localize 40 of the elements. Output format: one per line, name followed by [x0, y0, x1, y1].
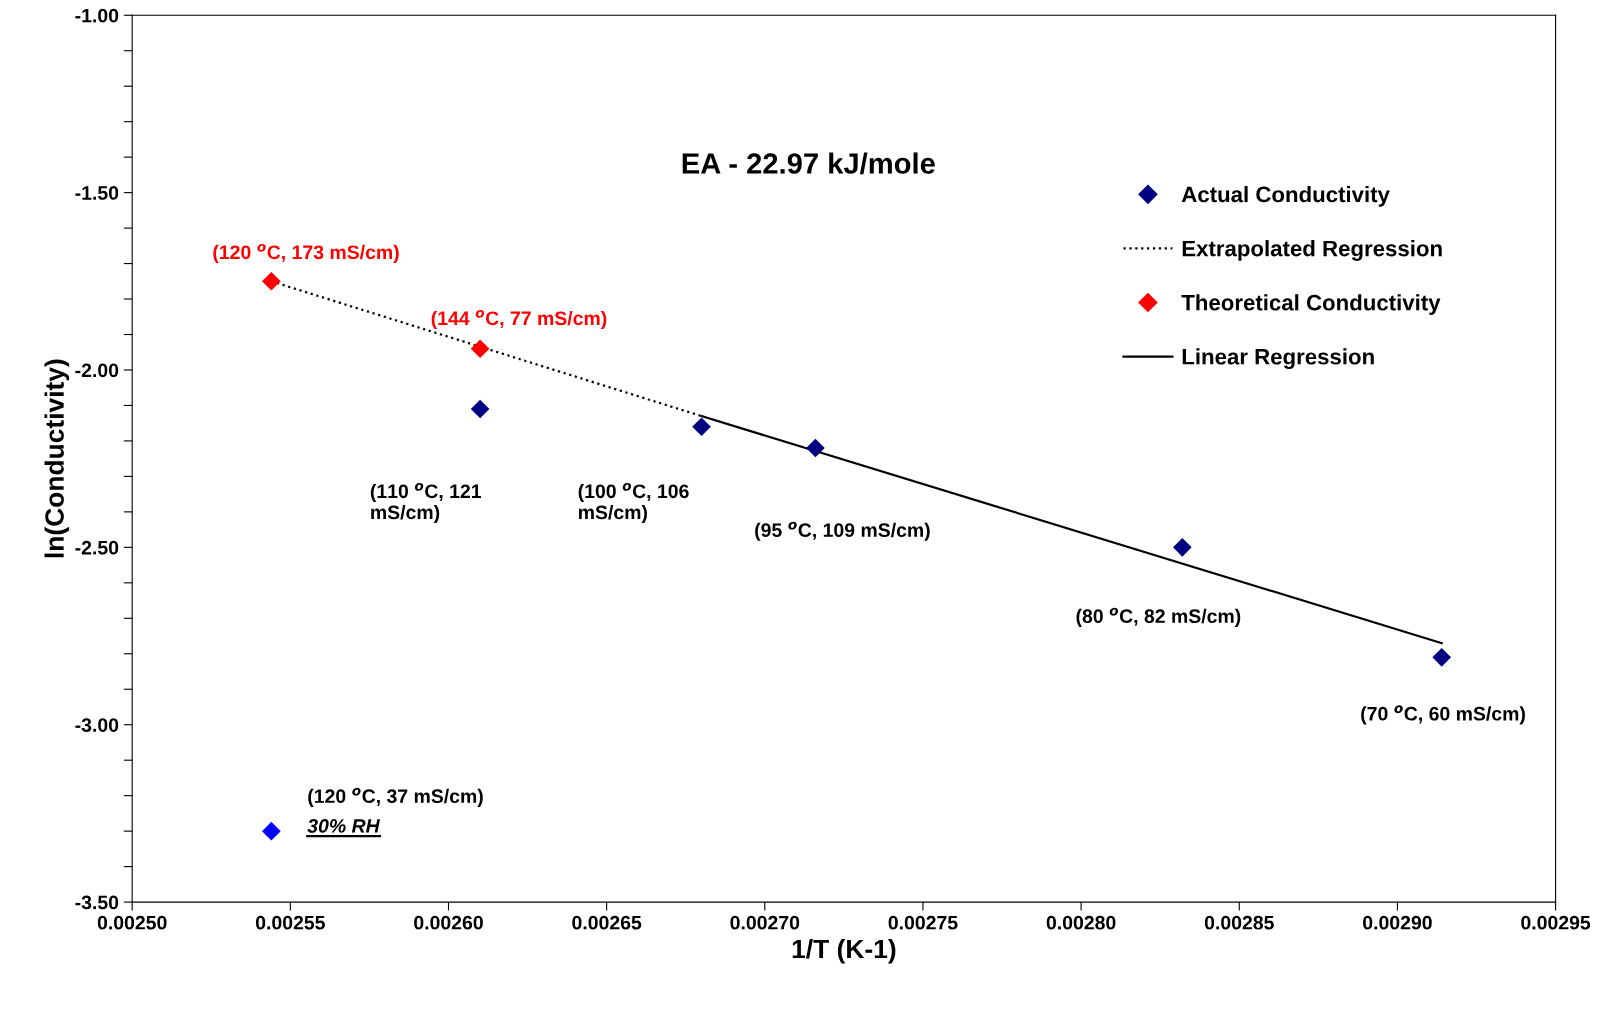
annotation: (80 $^{o}$C, 82 mS/cm)	[1076, 607, 1241, 627]
x-tick-label: 0.00250	[97, 915, 167, 930]
x-tick-label: 0.00265	[572, 915, 642, 930]
x-tick-label: 0.00295	[1521, 915, 1591, 930]
x-tick-label: 0.00290	[1363, 915, 1432, 930]
y-tick-label: -3.00	[75, 718, 119, 732]
legend-label: Linear Regression	[1182, 348, 1374, 370]
legend-label: Actual Conductivity	[1181, 186, 1390, 207]
y-tick-label: -1.50	[75, 186, 119, 200]
annotation: 30% RH	[307, 819, 380, 833]
annotation: (144 $^{o}$C, 77 mS/cm)	[431, 309, 607, 330]
y-tick-label: -3.50	[75, 895, 119, 910]
y-axis-title: ln(Conductivity)	[44, 359, 70, 558]
y-tick-label: -1.00	[75, 8, 119, 23]
point	[806, 438, 825, 458]
legend-label: Extrapolated Regression	[1182, 240, 1442, 261]
annotation: (110 $^{o}$C, 121 mS/cm)	[370, 482, 482, 524]
x-tick-label: 0.00275	[888, 915, 958, 930]
point	[1173, 538, 1192, 557]
annotation: (120 $^{o}$C, 37 mS/cm)	[308, 787, 483, 807]
y-tick-label: -2.50	[75, 540, 119, 555]
legend-label: Theoretical Conductivity	[1181, 294, 1441, 315]
point	[1432, 648, 1452, 667]
annotation: EA - 22.97 kJ/mole	[682, 152, 935, 175]
x-tick-label: 0.00270	[730, 915, 800, 930]
point	[262, 821, 281, 841]
point	[470, 339, 490, 359]
x-axis-title: 1/T (K-1)	[792, 938, 896, 964]
x-tick-label: 0.00280	[1046, 915, 1116, 930]
annotation: (120 $^{o}$C, 173 mS/cm)	[213, 243, 399, 263]
x-tick-label: 0.00260	[414, 915, 483, 930]
point	[692, 417, 711, 437]
annotation: (100 $^{o}$C, 106 mS/cm)	[578, 482, 689, 524]
x-tick-label: 0.00285	[1204, 915, 1274, 930]
y-tick-label: -2.00	[75, 363, 119, 378]
x-tick-label: 0.00255	[255, 915, 325, 930]
point	[262, 271, 281, 291]
annotation: (70 $^{o}$C, 60 mS/cm)	[1361, 705, 1525, 725]
annotation: (95 $^{o}$C, 109 mS/cm)	[755, 521, 930, 541]
point	[470, 399, 490, 419]
